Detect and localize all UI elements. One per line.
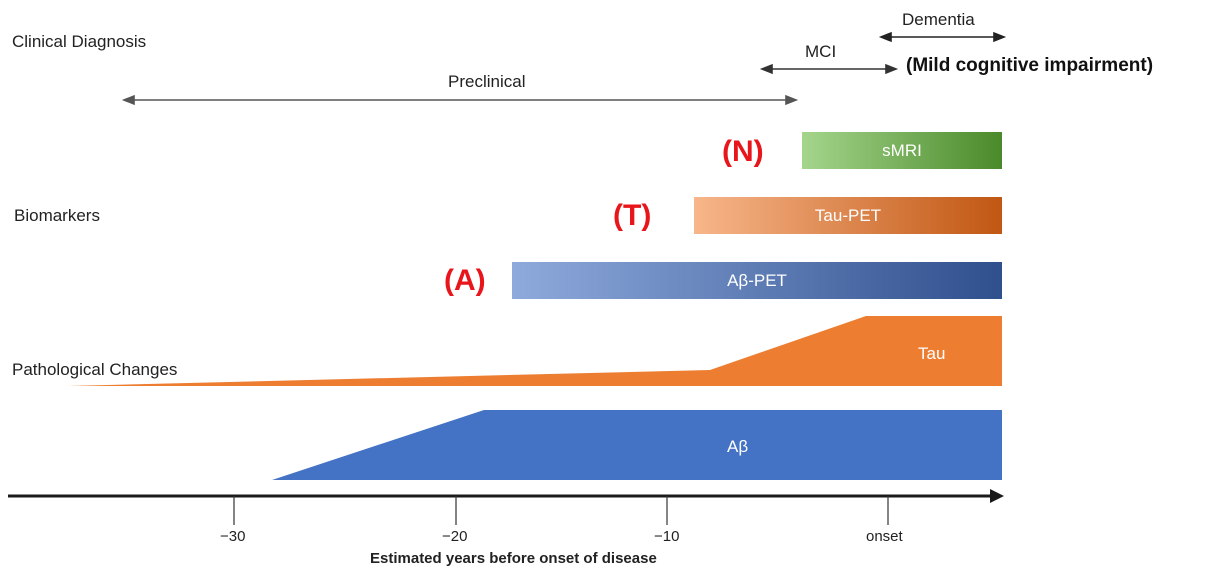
tick-minus-30: −30 [220,528,246,545]
stage-label-preclinical: Preclinical [448,72,526,91]
abeta-pet-label: Aβ-PET [727,270,787,290]
mci-arrow [759,63,899,75]
tau-shape [68,316,1002,386]
smri-bar: sMRI [802,132,1002,169]
dementia-arrow [878,31,1007,43]
abeta-pet-bar: Aβ-PET [512,262,1002,299]
tau-pet-label: Tau-PET [814,205,882,225]
stage-label-mci: MCI [805,42,837,61]
tau-label: Tau [918,344,946,363]
tag-t: (T) [613,199,652,232]
stage-label-dementia: Dementia [902,10,975,29]
row-label-pathological-changes: Pathological Changes [12,360,178,379]
preclinical-arrow [121,94,799,106]
tick-minus-20: −20 [442,528,468,545]
abeta-shape [272,410,1002,480]
abeta-label: Aβ [727,437,749,456]
tick-minus-10: −10 [654,528,680,545]
row-label-clinical-diagnosis: Clinical Diagnosis [12,32,147,51]
smri-label: sMRI [882,140,922,160]
mci-full-name: (Mild cognitive impairment) [906,55,1154,76]
tag-n: (N) [722,135,764,168]
row-label-biomarkers: Biomarkers [14,206,100,225]
axis-title: Estimated years before onset of disease [370,550,657,567]
tau-pet-bar: Tau-PET [694,197,1002,234]
tick-onset: onset [866,528,903,545]
tag-a: (A) [444,264,486,297]
